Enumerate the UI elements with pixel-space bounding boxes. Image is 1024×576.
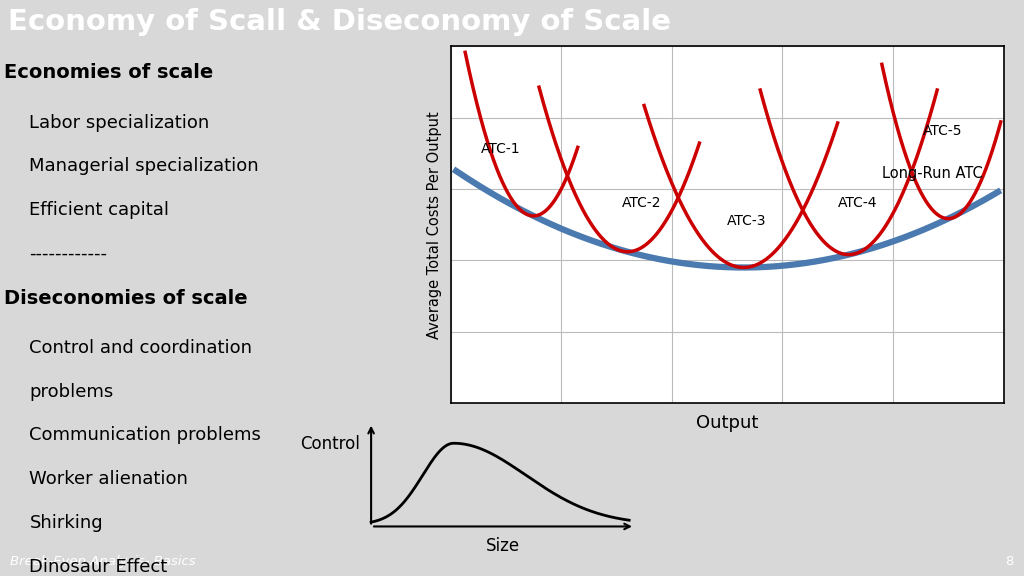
Text: Labor specialization: Labor specialization [30, 113, 210, 131]
Text: ATC-4: ATC-4 [838, 196, 878, 210]
Text: problems: problems [30, 382, 114, 401]
Text: Economies of scale: Economies of scale [4, 63, 213, 82]
Text: ATC-1: ATC-1 [481, 142, 520, 156]
Text: 8: 8 [1006, 555, 1014, 567]
Text: Long-Run ATC: Long-Run ATC [882, 166, 983, 181]
Text: Break-Even Analysis- Basics: Break-Even Analysis- Basics [10, 555, 196, 567]
Text: Control: Control [300, 434, 359, 453]
Text: Diseconomies of scale: Diseconomies of scale [4, 289, 248, 308]
Text: Size: Size [486, 537, 520, 555]
Text: Dinosaur Effect: Dinosaur Effect [30, 558, 168, 575]
Text: Worker alienation: Worker alienation [30, 470, 188, 488]
Text: ATC-2: ATC-2 [622, 196, 662, 210]
Text: Efficient capital: Efficient capital [30, 201, 169, 219]
Text: Shirking: Shirking [30, 514, 103, 532]
Text: Managerial specialization: Managerial specialization [30, 157, 259, 175]
Text: Economy of Scall & Diseconomy of Scale: Economy of Scall & Diseconomy of Scale [8, 7, 671, 36]
Text: ATC-3: ATC-3 [727, 214, 767, 228]
Text: Communication problems: Communication problems [30, 426, 261, 444]
Text: ATC-5: ATC-5 [924, 124, 963, 138]
Text: ------------: ------------ [30, 245, 108, 263]
X-axis label: Output: Output [696, 414, 758, 433]
Y-axis label: Average Total Costs Per Output: Average Total Costs Per Output [427, 111, 442, 339]
Text: Control and coordination: Control and coordination [30, 339, 252, 357]
